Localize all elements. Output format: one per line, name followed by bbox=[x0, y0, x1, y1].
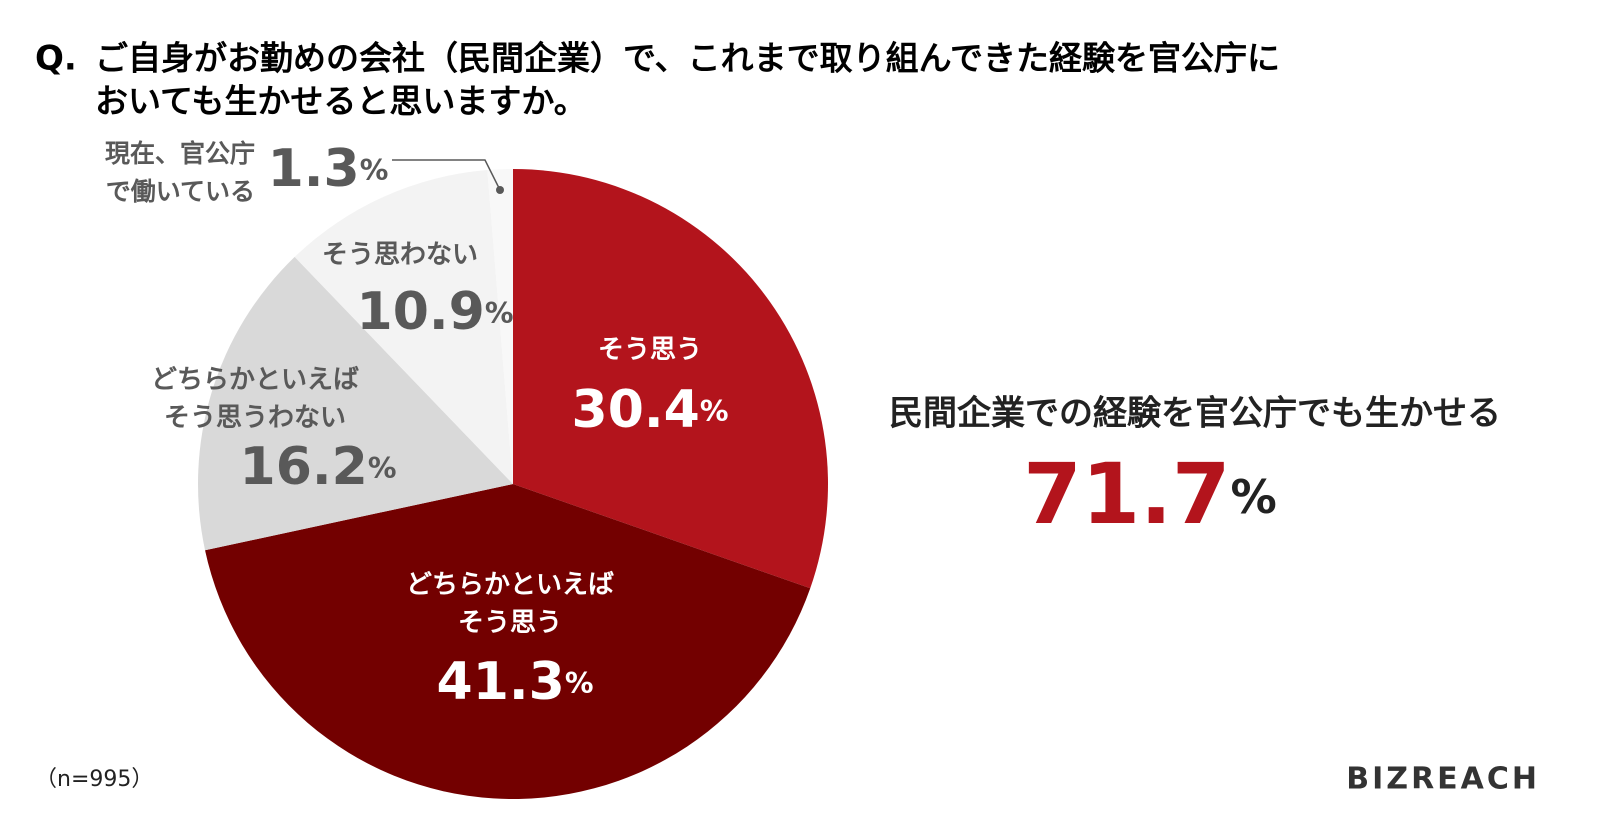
pie-slice bbox=[205, 484, 811, 799]
slice-label: そう思わない bbox=[322, 240, 478, 270]
value-label: 30.4% bbox=[572, 380, 729, 440]
note: （n=995） bbox=[35, 767, 153, 792]
annotation: 民間企業での経験を官公庁でも生かせる bbox=[889, 394, 1501, 434]
pie-slice bbox=[294, 170, 513, 484]
chart-title: ご自身がお勤めの会社（民間企業）で、これまで取り組んできた経験を官公庁に bbox=[95, 39, 1280, 78]
slice-label: どちらかといえばそう思う bbox=[406, 570, 614, 638]
value-label: 41.3% bbox=[437, 652, 594, 712]
leader-dot bbox=[496, 186, 504, 194]
pie-slice bbox=[198, 256, 513, 551]
slice-label: 現在、官公庁で働いている bbox=[105, 139, 255, 206]
value-label: 16.2% bbox=[240, 437, 397, 497]
pie-slice bbox=[513, 169, 828, 589]
leader-line bbox=[392, 159, 501, 191]
chart-title: おいても生かせると思いますか。 bbox=[95, 82, 587, 121]
pie-slice bbox=[487, 169, 513, 484]
value-label: 1.3% bbox=[268, 139, 389, 199]
title-prefix: Q. bbox=[35, 39, 77, 79]
slice-label: どちらかといえばそう思うわない bbox=[151, 365, 359, 433]
slice-label: そう思う bbox=[598, 335, 702, 365]
value-label: 10.9% bbox=[357, 282, 514, 342]
annotation-value: 71.7% bbox=[1023, 445, 1277, 543]
logo: BIZREACH bbox=[1346, 762, 1540, 797]
